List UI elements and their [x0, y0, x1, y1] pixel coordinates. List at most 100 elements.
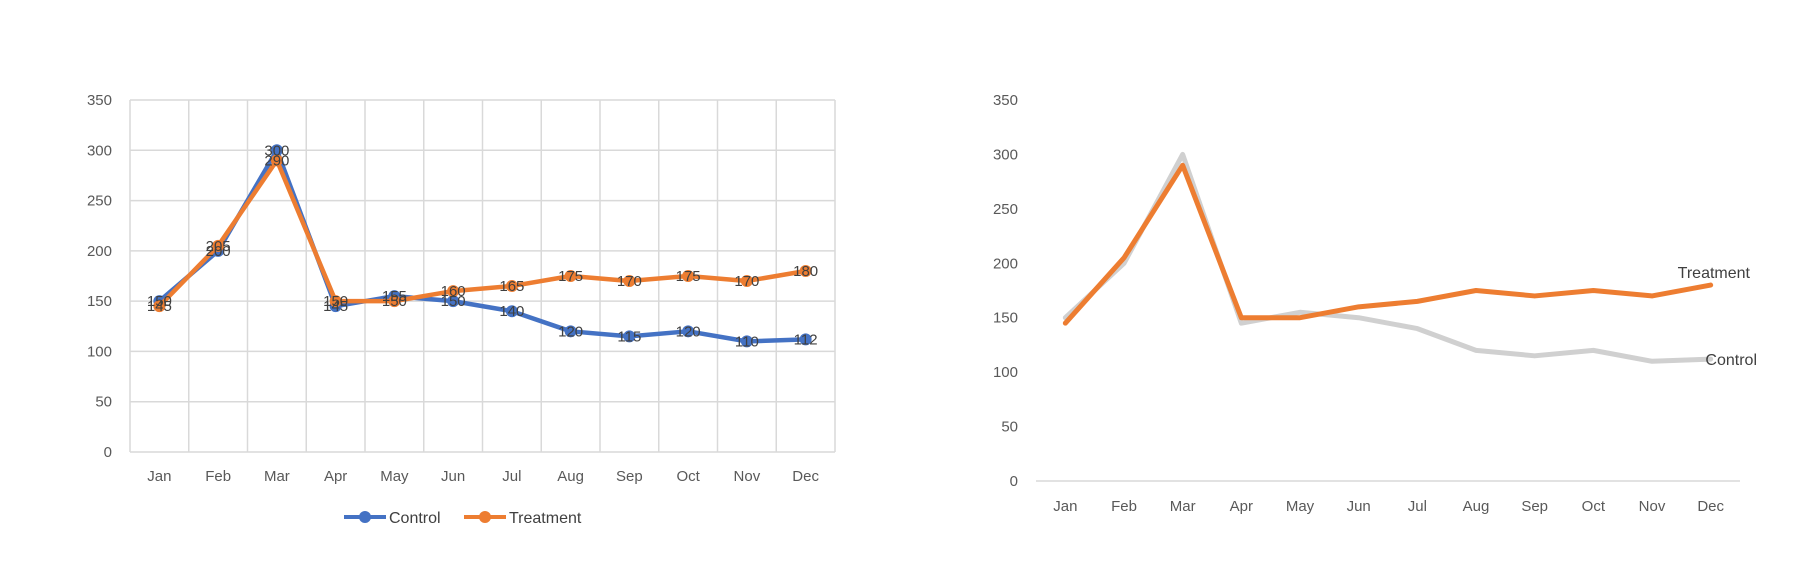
- chart1-point-treatment: [329, 295, 342, 308]
- chart1-grid: [129, 99, 836, 453]
- chart1-x-tick-label: Oct: [676, 468, 700, 485]
- chart1-y-tick-label: 100: [87, 343, 112, 360]
- legend-item-treatment: Treatment: [464, 510, 582, 527]
- chart1-point-treatment: [564, 270, 577, 282]
- chart-control-vs-treatment-highlighted: 0 50 100 150 200 250 300 350 Jan Feb Mar Apr May Jun…: [993, 92, 1757, 515]
- chart1-data-label-control: 115: [617, 328, 641, 345]
- chart2-x-tick-label: Apr: [1230, 498, 1253, 515]
- chart1-data-label-treatment: 175: [676, 268, 701, 285]
- chart1-x-axis: Jan Feb Mar Apr May Jun Jul Aug Sep Oct Nov Dec: [147, 468, 819, 485]
- chart1-data-label-control: 155: [382, 288, 407, 305]
- chart1-data-label-treatment: 170: [617, 273, 642, 290]
- chart1-x-tick-label: Feb: [205, 468, 231, 485]
- chart1-point-control: [564, 325, 577, 338]
- chart1-point-control: [682, 325, 695, 338]
- chart1-x-tick-label: Mar: [264, 468, 290, 485]
- chart1-point-treatment: [623, 275, 636, 288]
- legend-treatment-marker: [479, 511, 491, 523]
- chart1-x-tick-label: Nov: [734, 468, 761, 485]
- chart2-y-tick-label: 200: [993, 255, 1018, 272]
- chart1-y-tick-label: 300: [87, 142, 112, 159]
- chart2-x-tick-label: Jun: [1347, 498, 1371, 515]
- chart2-y-tick-label: 100: [993, 364, 1018, 381]
- chart1-point-treatment: [447, 285, 460, 298]
- chart-control-vs-treatment-gridded: 0 50 100 150 200 250 300 350 Jan Feb Mar Apr May Jun…: [87, 92, 836, 527]
- chart2-y-tick-label: 50: [1001, 419, 1018, 436]
- chart1-y-tick-label: 50: [95, 394, 112, 411]
- chart1-x-tick-label: May: [380, 468, 409, 485]
- chart1-data-label-treatment: 180: [793, 263, 818, 280]
- chart2-x-tick-label: May: [1286, 498, 1315, 515]
- chart2-x-tick-label: Sep: [1521, 498, 1548, 515]
- chart1-point-treatment: [212, 239, 225, 252]
- legend-control-label: Control: [389, 510, 441, 527]
- chart1-data-label-treatment: 170: [734, 273, 759, 290]
- chart1-y-tick-label: 200: [87, 243, 112, 260]
- chart1-series-line-treatment: [157, 158, 808, 309]
- legend-treatment-label: Treatment: [509, 510, 582, 527]
- chart1-y-axis: 0 50 100 150 200 250 300 350: [87, 92, 112, 461]
- chart2-x-axis: Jan Feb Mar Apr May Jun Jul Aug Sep Oct Nov Dec: [1036, 480, 1740, 515]
- chart2-x-tick-label: Aug: [1463, 498, 1490, 515]
- chart1-point-control: [270, 144, 283, 157]
- chart1-x-tick-label: Jun: [441, 468, 465, 485]
- chart1-y-tick-label: 250: [87, 193, 112, 210]
- chart1-data-label-control: 300: [264, 142, 289, 159]
- chart1-y-tick-label: 350: [87, 92, 112, 109]
- chart1-data-label-control: 140: [499, 303, 524, 320]
- chart1-data-label-control: 145: [323, 298, 348, 315]
- chart1-x-tick-label: Dec: [792, 468, 819, 485]
- chart2-y-tick-label: 0: [1010, 473, 1018, 490]
- chart1-point-treatment: [153, 300, 166, 313]
- chart1-data-label-treatment: 290: [264, 152, 289, 169]
- chart1-data-label-control: 120: [558, 323, 583, 340]
- direct-label-treatment: Treatment: [1678, 265, 1751, 282]
- chart1-y-tick-label: 150: [87, 293, 112, 310]
- chart2-series-line-treatment: [1062, 162, 1714, 326]
- chart1-x-tick-label: Apr: [324, 468, 347, 485]
- chart1-point-control: [447, 295, 460, 308]
- chart1-legend: Control Treatment: [344, 510, 582, 527]
- chart1-series: [153, 144, 812, 348]
- chart1-x-tick-label: Aug: [557, 468, 584, 485]
- chart1-data-label-treatment: 145: [147, 298, 172, 315]
- chart1-point-treatment: [740, 275, 753, 288]
- chart2-y-axis: 0 50 100 150 200 250 300 350: [993, 92, 1018, 490]
- chart1-series-line-control: [157, 148, 808, 344]
- chart2-series: [1062, 151, 1714, 364]
- chart1-data-label-control: 120: [676, 323, 701, 340]
- chart2-y-tick-label: 250: [993, 201, 1018, 218]
- chart1-data-label-control: 110: [735, 333, 759, 350]
- chart1-point-control: [740, 335, 753, 348]
- chart1-point-treatment: [799, 264, 812, 277]
- chart1-data-label-treatment: 165: [499, 278, 524, 295]
- chart1-point-control: [623, 330, 636, 343]
- chart1-point-treatment: [270, 154, 283, 167]
- chart2-x-tick-label: Feb: [1111, 498, 1137, 515]
- chart1-data-label-treatment: 150: [382, 293, 407, 310]
- chart2-direct-labels: Treatment Control: [1678, 265, 1757, 369]
- chart2-x-tick-label: Dec: [1697, 498, 1724, 515]
- chart1-point-treatment: [388, 295, 401, 308]
- chart1-point-treatment: [505, 280, 518, 293]
- legend-control-marker: [359, 511, 371, 523]
- chart2-x-tick-label: Nov: [1639, 498, 1666, 515]
- chart2-y-tick-label: 150: [993, 310, 1018, 327]
- chart1-point-control: [799, 333, 812, 346]
- chart1-y-tick-label: 0: [104, 444, 112, 461]
- chart1-data-label-control: 200: [206, 243, 231, 260]
- chart2-y-tick-label: 300: [993, 146, 1018, 163]
- chart2-x-tick-label: Jul: [1408, 498, 1427, 515]
- chart1-x-tick-label: Jan: [147, 468, 171, 485]
- chart1-data-label-treatment: 160: [441, 283, 466, 300]
- chart1-data-label-treatment: 205: [206, 238, 231, 255]
- chart1-data-label-treatment: 150: [323, 293, 348, 310]
- chart1-point-control: [505, 305, 518, 318]
- chart1-data-label-control: 112: [794, 331, 818, 348]
- chart2-y-tick-label: 350: [993, 92, 1018, 109]
- chart1-x-tick-label: Sep: [616, 468, 643, 485]
- direct-label-control: Control: [1705, 352, 1757, 369]
- chart2-x-tick-label: Jan: [1053, 498, 1077, 515]
